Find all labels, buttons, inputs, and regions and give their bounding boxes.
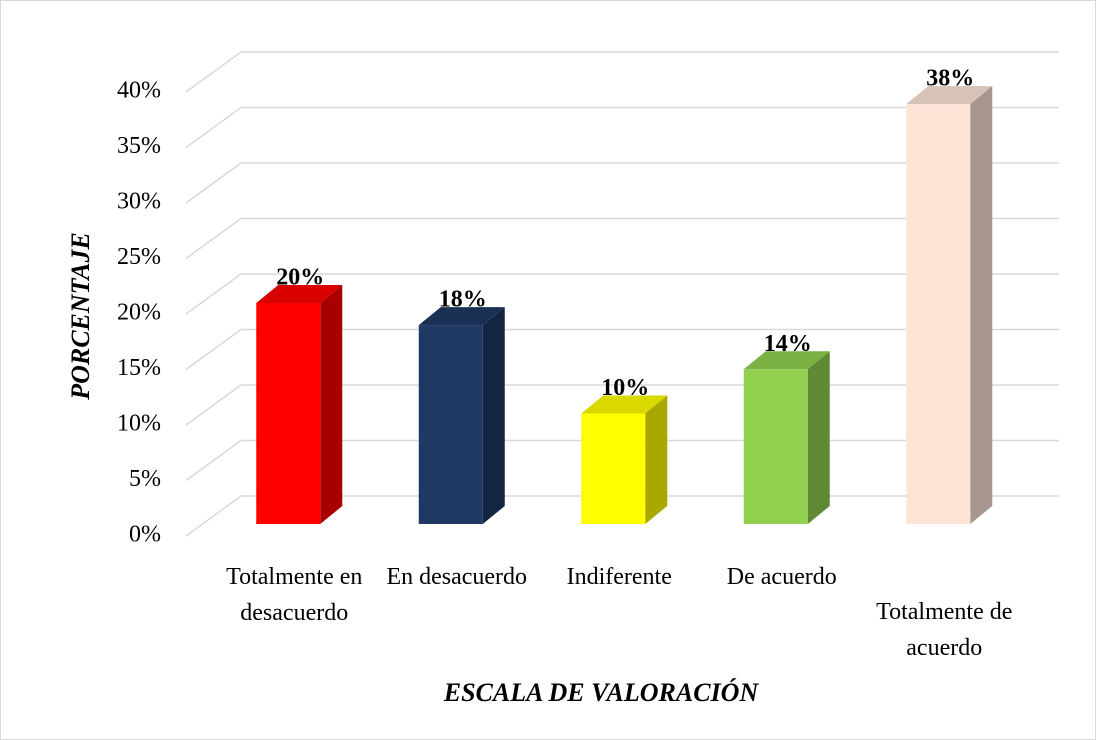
bar-top: [906, 86, 993, 105]
y-tick-label: 15%: [117, 355, 161, 381]
bar: [256, 303, 321, 524]
value-label: 38%: [926, 66, 974, 92]
y-tick-label: 10%: [117, 411, 161, 437]
x-tick-label: En desacuerdo: [386, 564, 528, 590]
bar-side: [807, 351, 830, 524]
bar-top: [418, 307, 505, 326]
grid-line: [185, 328, 1059, 371]
grid-line: [185, 217, 1059, 260]
x-tick-label: Totalmente en desacuerdo: [226, 564, 363, 626]
grid-line: [185, 162, 1059, 204]
x-axis-title: ESCALA DE VALORACIÓN: [443, 678, 760, 707]
bar-side: [482, 307, 505, 524]
bar-side: [645, 395, 668, 524]
y-tick-label: 20%: [117, 300, 161, 326]
x-tick-label: Totalmente de acuerdo: [876, 599, 1013, 661]
bar-side: [970, 86, 993, 524]
bar: [581, 413, 646, 524]
y-axis-title: PORCENTAJE: [66, 232, 95, 401]
bar: [743, 369, 808, 524]
value-label: 14%: [764, 331, 812, 357]
y-tick-label: 40%: [117, 78, 161, 104]
y-tick-label: 5%: [129, 466, 161, 492]
x-tick-label: Indiferente: [566, 564, 672, 590]
y-tick-label: 25%: [117, 244, 161, 270]
y-tick-label: 0%: [129, 522, 161, 548]
grid-line: [185, 51, 1059, 93]
y-tick-label: 30%: [117, 189, 161, 215]
value-label: 20%: [276, 265, 324, 291]
value-label: 10%: [601, 375, 649, 401]
grid-line: [185, 273, 1059, 315]
bar: [906, 104, 971, 524]
y-tick-label: 35%: [117, 133, 161, 159]
bar-side: [320, 285, 343, 524]
grid-line: [185, 106, 1059, 149]
bar: [418, 325, 483, 524]
x-tick-label: De acuerdo: [726, 564, 837, 590]
bar-top: [581, 395, 668, 414]
bar-top: [256, 285, 343, 303]
value-label: 18%: [439, 287, 487, 313]
bar-top: [743, 351, 830, 370]
